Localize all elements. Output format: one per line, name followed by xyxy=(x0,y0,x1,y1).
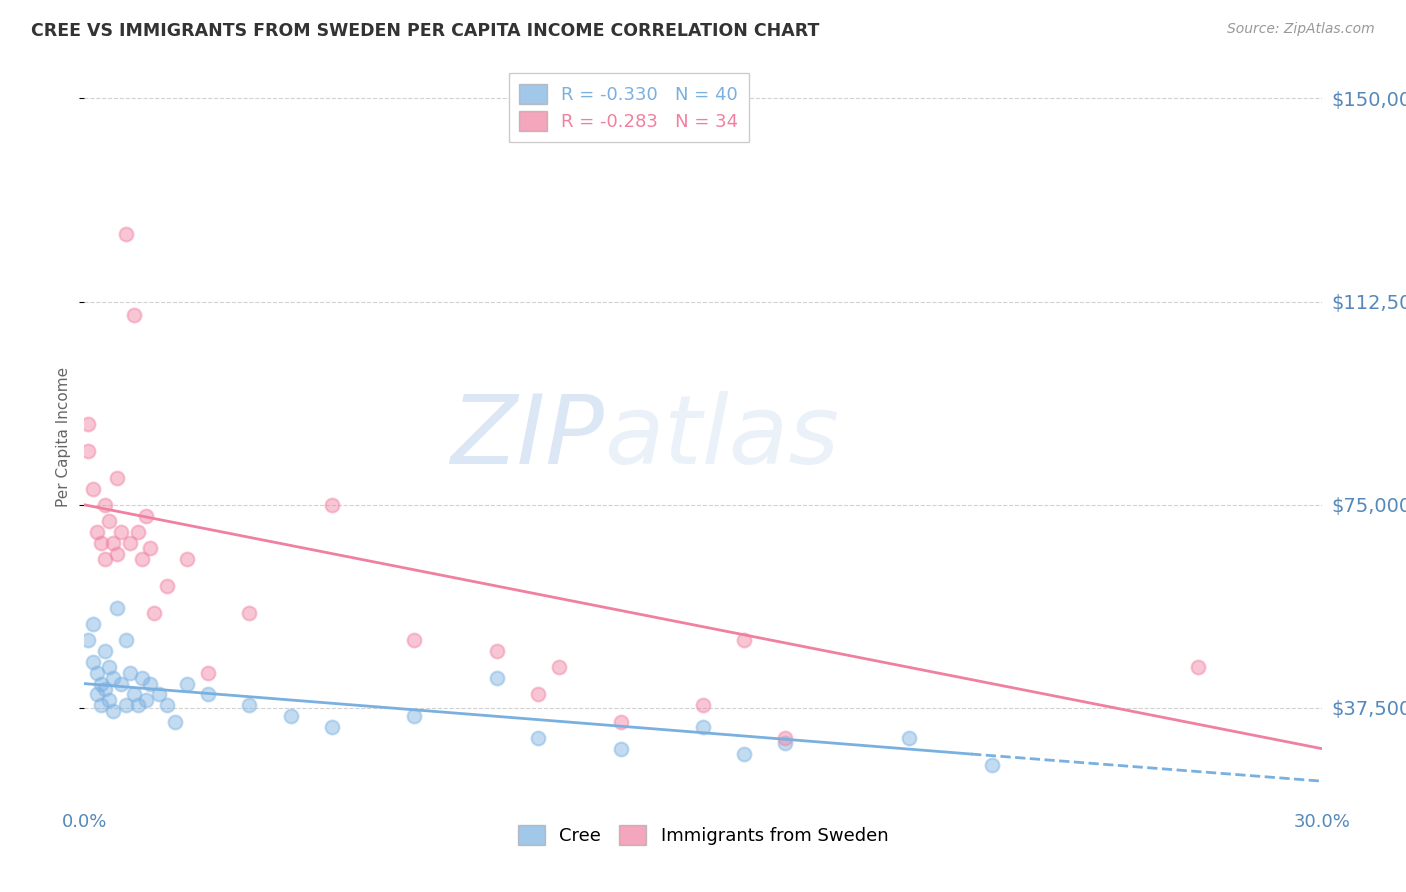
Point xyxy=(143,606,166,620)
Point xyxy=(98,660,121,674)
Point xyxy=(733,633,755,648)
Point xyxy=(127,524,149,539)
Text: ZIP: ZIP xyxy=(450,391,605,483)
Point xyxy=(139,541,162,556)
Point xyxy=(485,671,508,685)
Point xyxy=(197,665,219,680)
Point xyxy=(131,671,153,685)
Point xyxy=(77,633,100,648)
Text: Source: ZipAtlas.com: Source: ZipAtlas.com xyxy=(1227,22,1375,37)
Point xyxy=(135,693,157,707)
Point xyxy=(775,736,797,750)
Point xyxy=(176,676,198,690)
Point xyxy=(105,547,128,561)
Point xyxy=(94,498,117,512)
Point xyxy=(82,655,104,669)
Point xyxy=(404,633,426,648)
Point xyxy=(321,720,343,734)
Point xyxy=(110,524,132,539)
Point xyxy=(90,676,112,690)
Point xyxy=(547,660,569,674)
Point xyxy=(692,720,714,734)
Point xyxy=(118,535,141,549)
Point xyxy=(103,535,125,549)
Point xyxy=(82,482,104,496)
Point xyxy=(86,665,108,680)
Point xyxy=(197,688,219,702)
Point xyxy=(238,698,260,713)
Point xyxy=(114,227,136,241)
Point xyxy=(114,698,136,713)
Point xyxy=(105,600,128,615)
Point xyxy=(527,731,550,745)
Point xyxy=(98,693,121,707)
Point xyxy=(122,688,145,702)
Point xyxy=(114,633,136,648)
Point xyxy=(176,552,198,566)
Point xyxy=(105,471,128,485)
Point xyxy=(94,681,117,696)
Y-axis label: Per Capita Income: Per Capita Income xyxy=(56,367,72,508)
Point xyxy=(321,498,343,512)
Point xyxy=(165,714,187,729)
Point xyxy=(733,747,755,761)
Legend: Cree, Immigrants from Sweden: Cree, Immigrants from Sweden xyxy=(510,818,896,852)
Point xyxy=(86,524,108,539)
Text: CREE VS IMMIGRANTS FROM SWEDEN PER CAPITA INCOME CORRELATION CHART: CREE VS IMMIGRANTS FROM SWEDEN PER CAPIT… xyxy=(31,22,820,40)
Point xyxy=(980,757,1002,772)
Point xyxy=(98,514,121,528)
Point xyxy=(135,508,157,523)
Point xyxy=(90,535,112,549)
Point xyxy=(1187,660,1209,674)
Point xyxy=(131,552,153,566)
Point xyxy=(238,606,260,620)
Point xyxy=(122,308,145,322)
Text: atlas: atlas xyxy=(605,391,839,483)
Point xyxy=(139,676,162,690)
Point xyxy=(156,579,179,593)
Point xyxy=(609,714,631,729)
Point xyxy=(692,698,714,713)
Point xyxy=(148,688,170,702)
Point xyxy=(280,709,302,723)
Point xyxy=(77,443,100,458)
Point xyxy=(898,731,921,745)
Point xyxy=(775,731,797,745)
Point xyxy=(82,617,104,632)
Point xyxy=(77,417,100,431)
Point xyxy=(90,698,112,713)
Point xyxy=(485,644,508,658)
Point xyxy=(94,644,117,658)
Point xyxy=(110,676,132,690)
Point xyxy=(527,688,550,702)
Point xyxy=(86,688,108,702)
Point xyxy=(156,698,179,713)
Point xyxy=(103,671,125,685)
Point xyxy=(404,709,426,723)
Point xyxy=(609,741,631,756)
Point xyxy=(94,552,117,566)
Point xyxy=(103,704,125,718)
Point xyxy=(118,665,141,680)
Point xyxy=(127,698,149,713)
